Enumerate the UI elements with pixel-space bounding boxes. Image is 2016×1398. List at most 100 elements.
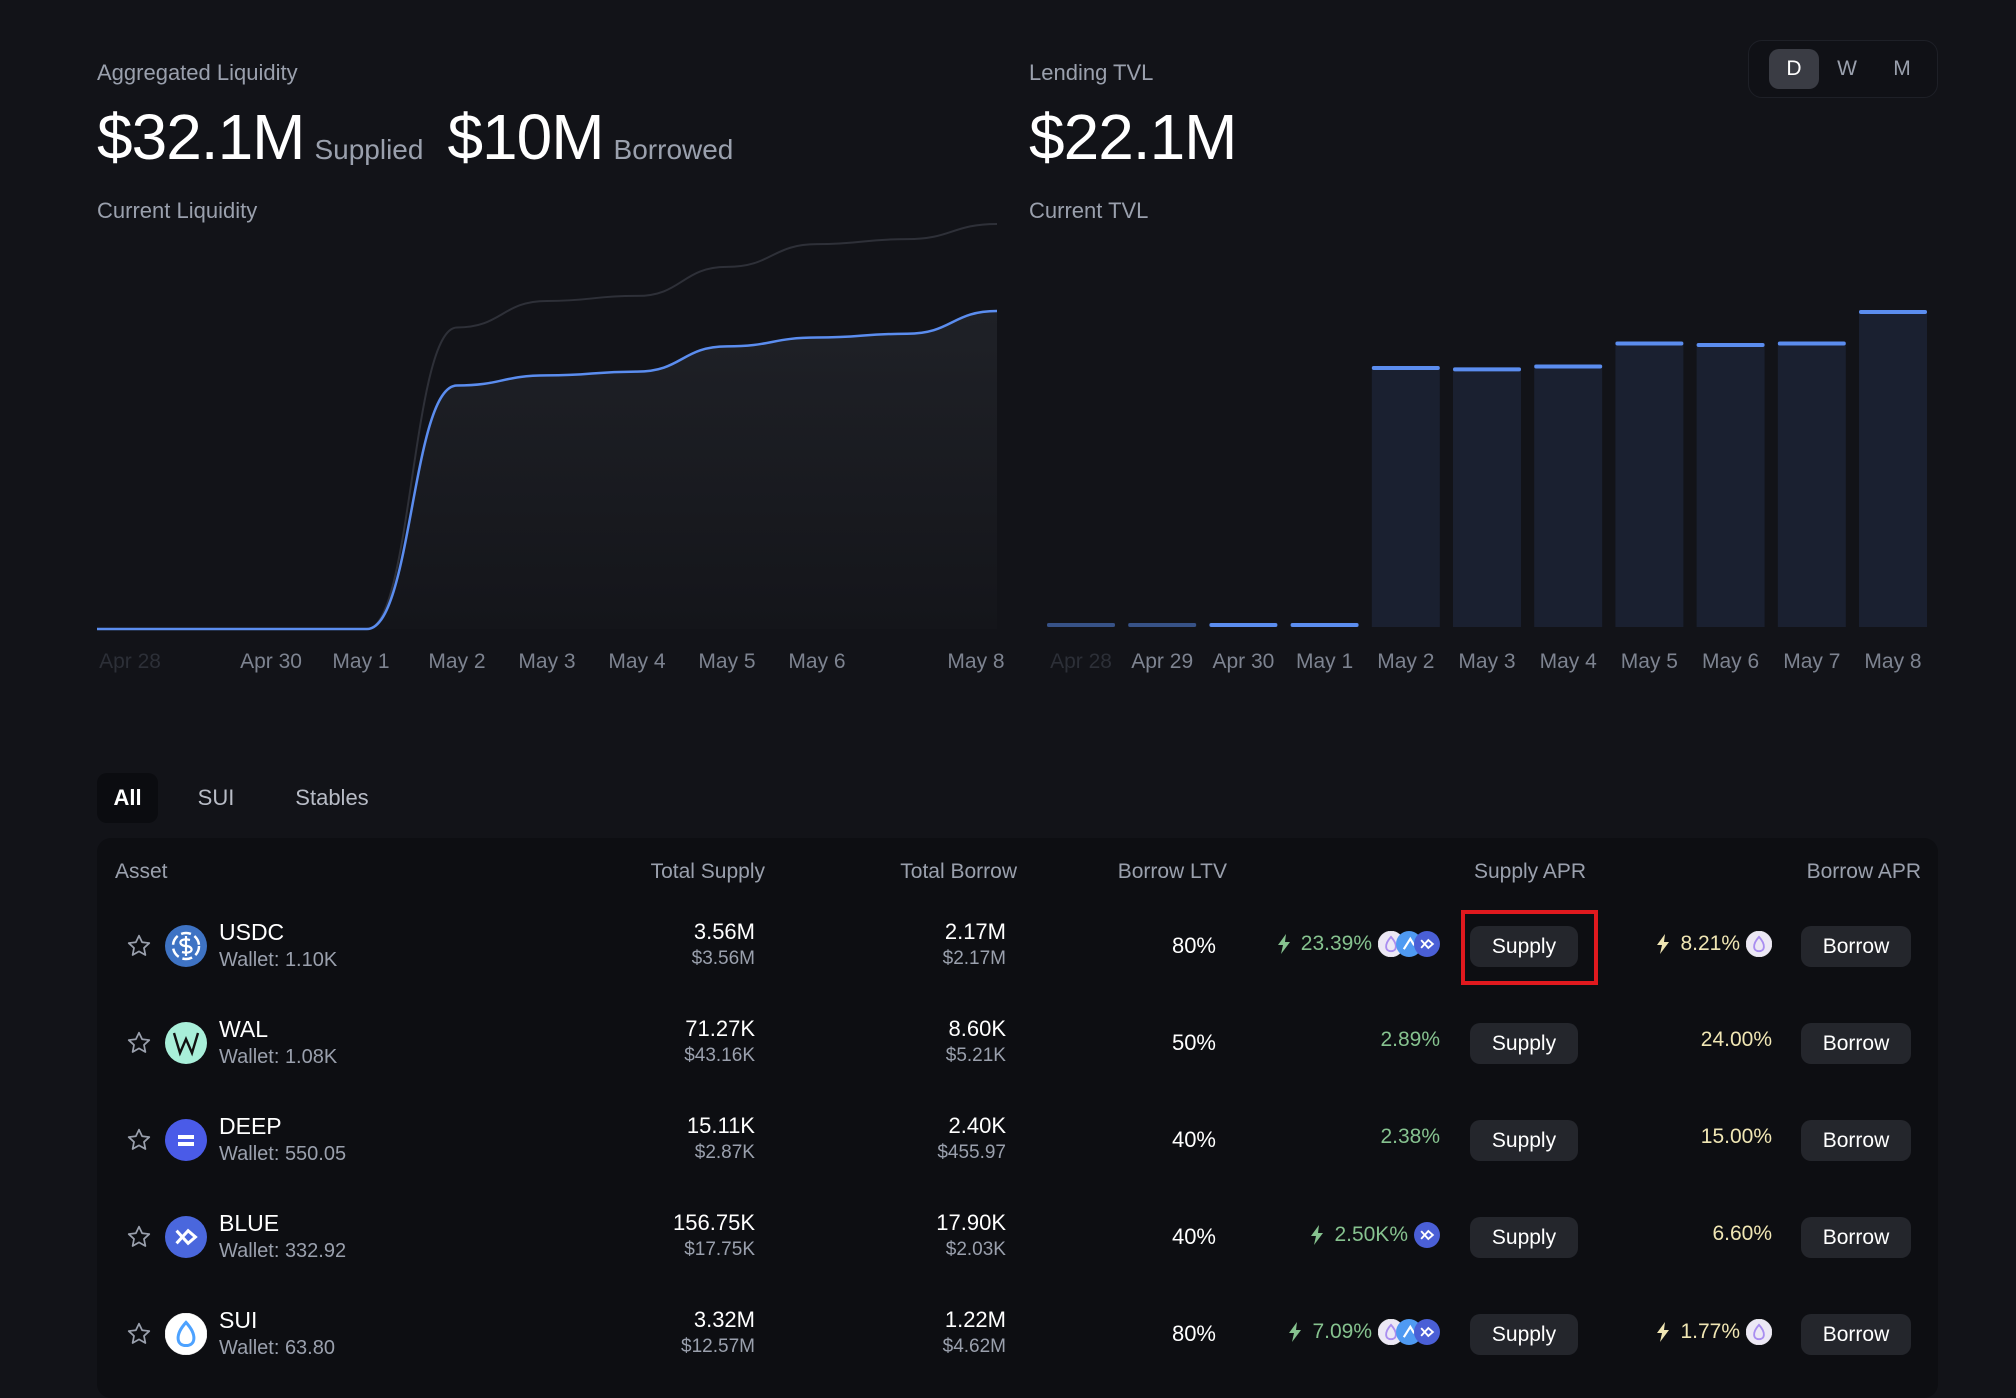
supply-button[interactable]: Supply: [1470, 1120, 1578, 1161]
total-borrow: 8.60K: [948, 1016, 1007, 1041]
asset-symbol[interactable]: WAL: [219, 1016, 268, 1042]
bar-x-tick: May 6: [1702, 650, 1760, 673]
tvl-bar-cap: [1128, 623, 1197, 627]
total-supply-usd: $17.75K: [684, 1239, 755, 1260]
favorite-star-icon[interactable]: [126, 1224, 152, 1255]
tvl-bar-cap: [1615, 341, 1684, 346]
tvl-bar[interactable]: [1615, 341, 1684, 627]
table-row[interactable]: WAL Wallet: 1.08K 71.27K $43.16K 8.60K $…: [97, 995, 1938, 1092]
tvl-bar[interactable]: [1128, 623, 1197, 627]
total-supply: 3.56M: [693, 919, 755, 944]
boost-lightning-icon: [1656, 1322, 1670, 1342]
current-tvl-label: Current TVL: [1029, 198, 1149, 223]
total-supply-usd: $43.16K: [684, 1045, 755, 1066]
header-borrow-ltv[interactable]: Borrow LTV: [1117, 860, 1227, 883]
tvl-bar[interactable]: [1371, 365, 1440, 627]
supply-apr-value: 23.39%: [1300, 932, 1372, 955]
supply-button[interactable]: Supply: [1470, 926, 1578, 967]
favorite-star-icon[interactable]: [126, 1127, 152, 1158]
header-asset[interactable]: Asset: [115, 860, 168, 883]
borrow-ltv: 50%: [1171, 1030, 1216, 1055]
tvl-bar-cap: [1453, 367, 1521, 372]
sui-icon: [164, 1312, 208, 1360]
supply-apr-value: 2.38%: [1380, 1125, 1440, 1148]
line-x-tick: May 4: [608, 650, 666, 673]
asset-symbol[interactable]: USDC: [219, 919, 285, 945]
favorite-star-icon[interactable]: [126, 933, 152, 964]
total-supply: 3.32M: [693, 1307, 755, 1332]
tvl-bar[interactable]: [1777, 341, 1846, 627]
supplied-value: $32.1M: [97, 101, 305, 173]
favorite-star-icon[interactable]: [126, 1321, 152, 1352]
range-month-button[interactable]: M: [1893, 57, 1911, 80]
total-borrow-usd: $2.03K: [945, 1239, 1006, 1260]
sui-reward-icon: [1378, 931, 1404, 957]
borrow-apr-value: 15.00%: [1700, 1125, 1772, 1148]
usdc-icon: [165, 925, 207, 972]
tvl-bar[interactable]: [1534, 364, 1603, 627]
tab-sui[interactable]: SUI: [197, 785, 235, 810]
tvl-bar[interactable]: [1453, 367, 1521, 627]
tab-stables[interactable]: Stables: [295, 785, 369, 810]
borrow-apr-value: 6.60%: [1712, 1222, 1772, 1245]
bar-x-tick: May 2: [1377, 650, 1435, 673]
total-borrow: 1.22M: [944, 1307, 1006, 1332]
supply-button[interactable]: Supply: [1470, 1023, 1578, 1064]
supply-button[interactable]: Supply: [1470, 1314, 1578, 1355]
table-row[interactable]: BLUE Wallet: 332.92 156.75K $17.75K 17.9…: [97, 1189, 1938, 1286]
borrow-ltv: 80%: [1171, 1321, 1216, 1346]
line-x-tick: May 6: [788, 650, 846, 673]
borrow-button[interactable]: Borrow: [1801, 1120, 1911, 1161]
table-row[interactable]: DEEP Wallet: 550.05 15.11K $2.87K 2.40K …: [97, 1092, 1938, 1189]
tvl-bar-cap: [1859, 310, 1927, 314]
tvl-bar[interactable]: [1696, 342, 1765, 627]
supply-button[interactable]: Supply: [1470, 1217, 1578, 1258]
tab-all[interactable]: All: [97, 773, 158, 823]
borrow-apr: 24.00%: [1701, 1028, 1772, 1052]
liquidity-line-chart: [97, 223, 998, 631]
liquidity-area: [97, 311, 997, 629]
borrow-button[interactable]: Borrow: [1801, 1023, 1911, 1064]
sui-reward-icon: [1746, 931, 1772, 957]
borrow-button[interactable]: Borrow: [1801, 1314, 1911, 1355]
borrow-button[interactable]: Borrow: [1801, 926, 1911, 967]
supply-apr: 2.50K%: [1310, 1222, 1440, 1248]
tvl-bar-cap: [1371, 365, 1440, 370]
range-day-button[interactable]: D: [1769, 49, 1819, 89]
tvl-bar[interactable]: [1859, 310, 1927, 627]
header-total-borrow[interactable]: Total Borrow: [900, 860, 1017, 883]
bar-x-tick: Apr 29: [1131, 650, 1194, 673]
asset-symbol[interactable]: DEEP: [219, 1113, 282, 1139]
borrow-apr-value: 1.77%: [1680, 1320, 1740, 1343]
header-supply-apr[interactable]: Supply APR: [1473, 860, 1587, 883]
tvl-bar-chart: [1047, 310, 1927, 627]
range-week-button[interactable]: W: [1837, 57, 1857, 80]
favorite-star-icon[interactable]: [126, 1030, 152, 1061]
tvl-bar-cap: [1047, 623, 1115, 627]
total-supply: 71.27K: [685, 1016, 755, 1041]
total-borrow-usd: $5.21K: [945, 1045, 1006, 1066]
liquidity-stats: $32.1M Supplied $10M Borrowed: [97, 100, 733, 174]
blue-reward-icon: [1414, 931, 1440, 957]
total-borrow: 17.90K: [936, 1210, 1006, 1235]
bar-x-tick: Apr 30: [1212, 650, 1275, 673]
asset-symbol[interactable]: BLUE: [219, 1210, 280, 1236]
asset-symbol[interactable]: SUI: [219, 1307, 258, 1333]
total-supply-usd: $12.57M: [681, 1336, 755, 1357]
table-row[interactable]: USDC Wallet: 1.10K 3.56M $3.56M 2.17M $2…: [97, 898, 1938, 995]
table-row[interactable]: SUI Wallet: 63.80 3.32M $12.57M 1.22M $4…: [97, 1286, 1938, 1383]
line-x-tick: May 5: [698, 650, 756, 673]
assets-table: Asset Total Supply Total Borrow Borrow L…: [97, 838, 1938, 1398]
sui-reward-icon: [1746, 1319, 1772, 1345]
total-borrow: 2.40K: [948, 1113, 1007, 1138]
borrow-apr: 15.00%: [1701, 1125, 1772, 1149]
supply-apr-value: 2.89%: [1380, 1028, 1440, 1051]
blue-reward-icon: [1414, 1222, 1440, 1248]
header-total-supply[interactable]: Total Supply: [650, 860, 765, 883]
header-borrow-apr[interactable]: Borrow APR: [1806, 860, 1921, 883]
borrow-ltv: 80%: [1171, 933, 1216, 958]
borrow-button[interactable]: Borrow: [1801, 1217, 1911, 1258]
supplied-label: Supplied: [314, 134, 424, 165]
tvl-bar[interactable]: [1047, 623, 1115, 627]
total-supply-usd: $3.56M: [691, 948, 755, 969]
